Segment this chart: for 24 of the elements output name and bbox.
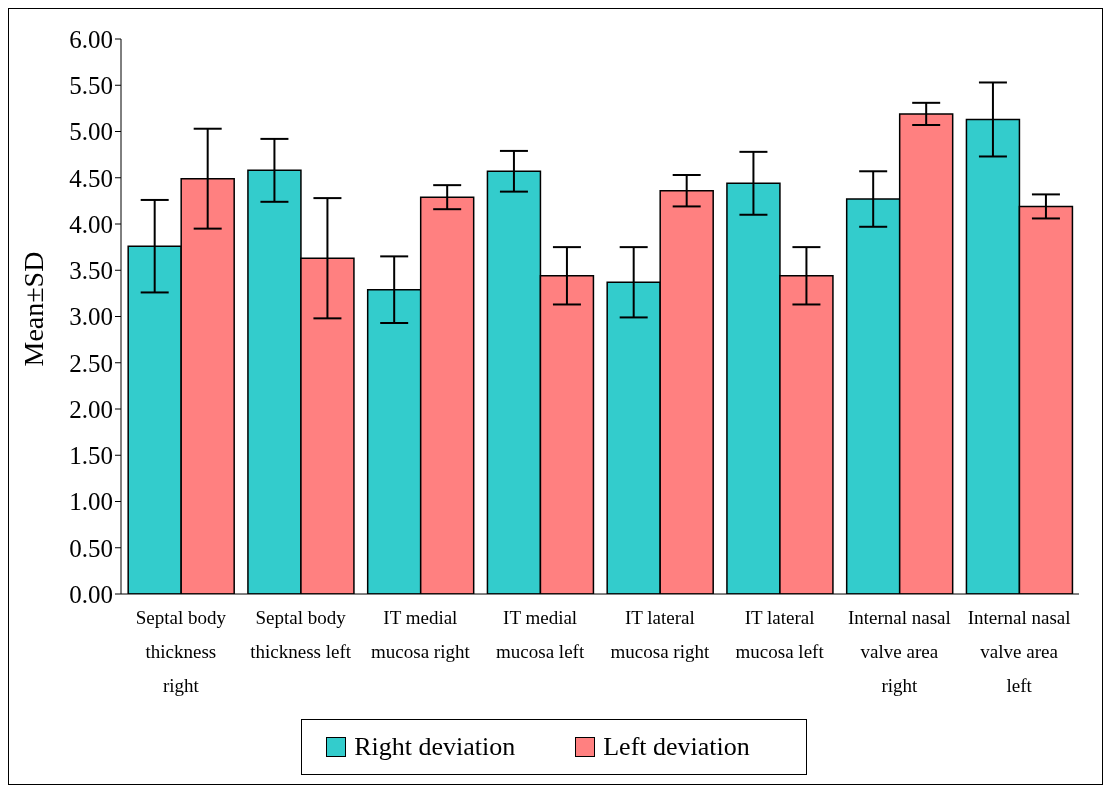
legend-label: Left deviation: [603, 732, 750, 762]
x-tick-label: IT lateral mucosa left: [735, 607, 825, 662]
x-tick-label: IT medial mucosa right: [371, 607, 471, 662]
x-tick-label: Internal nasal valve area right: [847, 607, 951, 696]
legend-label: Right deviation: [354, 732, 516, 762]
y-tick-label: 2.00: [69, 395, 113, 423]
x-tick-label: Septal body thickness right: [135, 607, 227, 696]
y-tick-label: 1.00: [69, 488, 113, 516]
y-tick-label: 1.50: [69, 442, 113, 470]
y-tick-label: 6.00: [69, 25, 113, 53]
x-tick-label: IT medial mucosa left: [496, 607, 585, 662]
y-tick-label: 5.50: [69, 72, 113, 100]
y-tick-label: 0.50: [69, 534, 113, 562]
y-tick-label: 4.50: [69, 164, 113, 192]
x-tick-label: IT lateral mucosa right: [610, 607, 710, 662]
x-tick-label: Internal nasal valve area left: [967, 607, 1071, 696]
x-tick-label: Septal body thickness left: [250, 607, 352, 662]
y-tick-label: 5.00: [69, 118, 113, 146]
y-tick-label: 3.00: [69, 303, 113, 331]
y-tick-label: 0.00: [69, 580, 113, 608]
y-tick-label: 2.50: [69, 349, 113, 377]
y-tick-label: 4.00: [69, 210, 113, 238]
y-axis-title: Mean±SD: [17, 251, 49, 367]
y-tick-label: 3.50: [69, 257, 113, 285]
